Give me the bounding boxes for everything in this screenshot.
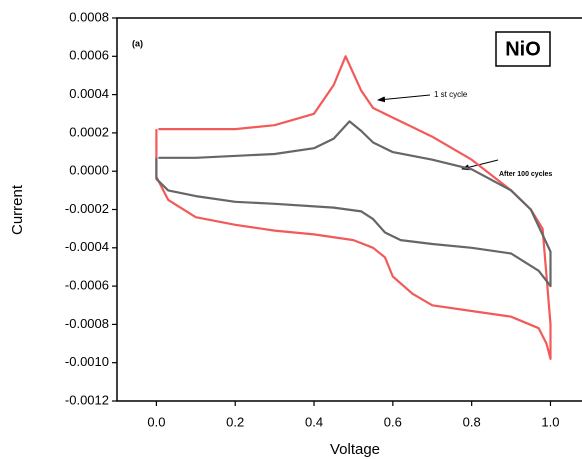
- x-tick-label: 1.0: [541, 414, 559, 429]
- y-tick-label: 0.0000: [69, 163, 109, 178]
- y-tick-label: -0.0006: [65, 278, 109, 293]
- label-box: [495, 31, 551, 67]
- y-tick-label: -0.0008: [65, 316, 109, 331]
- y-tick-label: -0.0004: [65, 239, 109, 254]
- annotation: 1 st cycle: [434, 90, 468, 99]
- x-tick-label: 0.0: [147, 414, 165, 429]
- y-tick-label: 0.0008: [69, 9, 109, 24]
- y-tick-label: -0.0010: [65, 354, 109, 369]
- annotation-arrow: [377, 94, 431, 103]
- annotation: After 100 cycles: [499, 171, 552, 178]
- panel-label: (a): [132, 38, 143, 48]
- y-tick-label: 0.0004: [69, 86, 109, 101]
- y-tick-label: 0.0002: [69, 124, 109, 139]
- data-line: [155, 55, 552, 360]
- material-label: NiO: [505, 38, 541, 60]
- y-tick-label: 0.0006: [69, 48, 109, 63]
- x-tick-label: 0.8: [463, 414, 481, 429]
- x-tick-label: 0.4: [305, 414, 323, 429]
- x-tick-label: 0.2: [226, 414, 244, 429]
- x-tick-label: 0.6: [384, 414, 402, 429]
- y-axis-label: Current: [9, 184, 26, 235]
- y-tick-label: -0.0002: [65, 201, 109, 216]
- x-axis-label: Voltage: [330, 441, 380, 458]
- y-tick-label: -0.0012: [65, 392, 109, 407]
- data-line: [155, 120, 552, 288]
